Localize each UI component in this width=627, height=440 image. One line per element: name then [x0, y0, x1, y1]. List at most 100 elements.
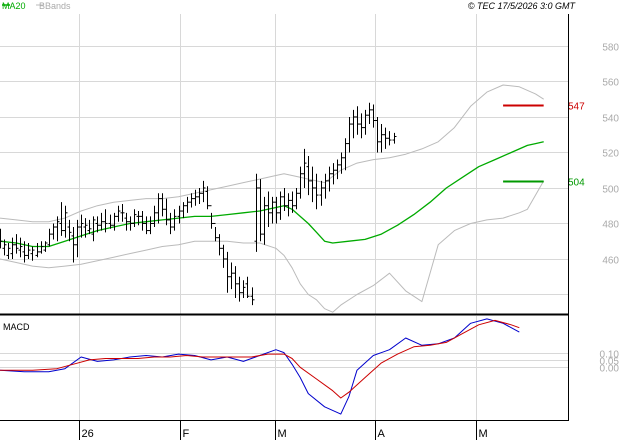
price-axis-tick-labels: 460 480 500 520 540 560 580 [602, 43, 619, 267]
ohlc-bar [379, 124, 384, 153]
ohlc-bar [298, 166, 303, 199]
ohlc-bar [128, 216, 133, 231]
ohlc-bar [2, 239, 7, 256]
ohlc-bar [331, 163, 336, 185]
ohlc-bar [30, 246, 35, 261]
ohlc-bar [270, 196, 275, 224]
ohlc-bar [112, 212, 117, 231]
bbands-legend-label: BBands [39, 1, 71, 11]
price-tick-label: 520 [602, 149, 619, 160]
ohlc-bar [43, 241, 48, 252]
ohlc-bar [120, 203, 125, 222]
ohlc-bar [14, 234, 19, 254]
ohlc-bar [286, 193, 291, 217]
ohlc-bar [294, 187, 299, 210]
macd-lines [0, 318, 520, 415]
ohlc-bar [359, 113, 364, 139]
ohlc-bar [18, 237, 23, 258]
ohlc-bar [367, 102, 372, 125]
ohlc-bar [233, 266, 238, 299]
ohlc-bar [22, 241, 27, 263]
ohlc-bar [99, 212, 104, 231]
ohlc-bar [181, 202, 186, 219]
price-tick-label: 580 [602, 43, 619, 54]
ohlc-bar [75, 219, 80, 258]
ohlc-bar [278, 191, 283, 220]
ohlc-bar [262, 196, 267, 245]
ohlc-bar [144, 216, 149, 235]
macd-tick-label: 0.05 [600, 357, 620, 368]
ohlc-bar [160, 193, 165, 217]
price-tick-label: 560 [602, 78, 619, 89]
macd-title: MACD [3, 322, 30, 332]
ohlc-bar [197, 187, 202, 204]
x-axis: 26 F M A M [79, 420, 488, 440]
ohlc-bar [193, 189, 198, 206]
ohlc-bar [156, 193, 161, 224]
ohlc-bar [91, 216, 96, 242]
x-axis-tick-label: M [278, 428, 287, 440]
ohlc-bar [116, 205, 121, 222]
macd-line [0, 318, 520, 415]
ohlc-bar [136, 211, 141, 226]
ohlc-bar [266, 191, 271, 228]
ohlc-bar [6, 242, 11, 259]
ohlc-bar [63, 205, 68, 238]
ohlc-bar [392, 132, 397, 144]
ohlc-bar [229, 262, 234, 290]
ohlc-bar [323, 173, 328, 199]
ohlc-bar [35, 242, 40, 258]
ohlc-bar [59, 202, 64, 236]
x-axis-tick-label: A [378, 428, 386, 440]
macd-axis-tick-labels: 0.100.050.00 [600, 350, 620, 375]
bollinger-lower-line [0, 180, 545, 313]
ohlc-bar [258, 179, 263, 242]
ohlc-bar [103, 209, 108, 233]
ohlc-bar [335, 159, 340, 180]
ohlc-bar [39, 241, 44, 254]
ohlc-bar [172, 209, 177, 231]
ohlc-bar [177, 205, 182, 224]
ohlc-bars [0, 102, 397, 306]
ohlc-bar [140, 211, 145, 231]
ohlc-bar [314, 173, 319, 210]
ohlc-bar [327, 166, 332, 192]
ohlc-bar [209, 205, 214, 229]
ohlc-bar [282, 187, 287, 212]
ohlc-bar [51, 223, 56, 240]
ohlc-bar [213, 222, 218, 242]
ohlc-bar [221, 244, 226, 268]
ohlc-bar [254, 173, 259, 252]
price-tick-label: 460 [602, 256, 619, 267]
ohlc-bar [302, 148, 307, 188]
ohlc-bar [319, 180, 324, 206]
ohlc-bar [290, 191, 295, 213]
ohlc-bar [250, 287, 255, 306]
ohlc-bar [95, 216, 100, 233]
ohlc-bar [205, 186, 210, 210]
macd-tick-label: 0.10 [600, 350, 620, 361]
ohlc-bar [79, 214, 84, 238]
ohlc-bar [87, 219, 92, 235]
ohlc-bar [189, 193, 194, 208]
ohlc-bar [339, 152, 344, 174]
ohlc-bar [274, 196, 279, 224]
bollinger-upper-line [0, 84, 544, 223]
ohlc-bar [201, 180, 206, 203]
ohlc-bar [371, 104, 376, 128]
ohlc-bar [237, 276, 242, 302]
bollinger-bands [0, 84, 545, 313]
ohlc-bar [383, 127, 388, 149]
ohlc-bar [26, 242, 31, 259]
ohlc-bar [0, 228, 3, 249]
x-axis-tick-label: F [183, 428, 190, 440]
resistance-level-label: 547 [568, 102, 585, 113]
ohlc-bar [225, 251, 230, 293]
ohlc-bar [67, 219, 72, 242]
ohlc-bar [387, 131, 392, 146]
ohlc-bar [375, 116, 380, 153]
ohlc-bar [83, 218, 88, 238]
ohlc-bar [245, 276, 250, 299]
